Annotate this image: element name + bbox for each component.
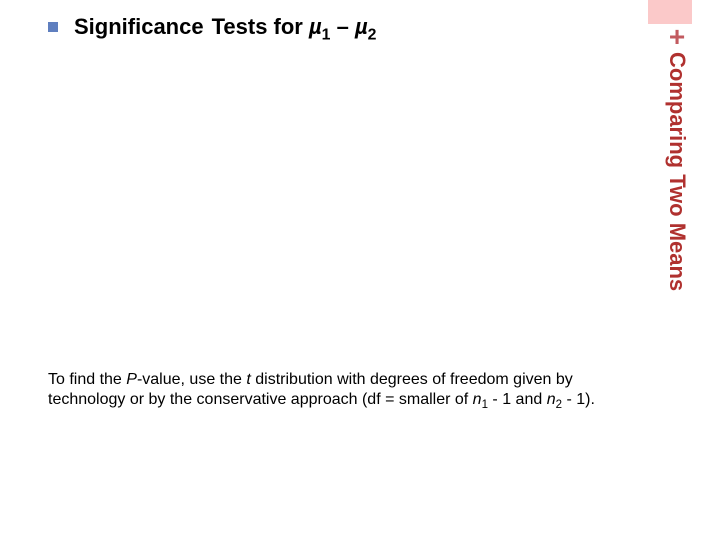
section-side-label-text: Comparing Two Means [664, 52, 690, 291]
body-p: P [126, 371, 137, 388]
plus-glyph: + [669, 23, 685, 51]
body-t5: - 1). [562, 391, 595, 408]
section-side-label: Comparing Two Means [662, 52, 692, 322]
heading-dash: – [330, 14, 354, 39]
heading-word-significance: Significance [74, 14, 204, 40]
body-t1: To find the [48, 371, 126, 388]
heading-sub2: 2 [368, 26, 377, 43]
plus-icon: + [662, 22, 692, 52]
heading-rest: Tests for µ1 – µ2 [212, 14, 377, 40]
body-n1: n [473, 391, 482, 408]
square-bullet-icon [48, 22, 58, 32]
heading-rest-prefix: Tests for [212, 14, 309, 39]
body-n2: n [547, 391, 556, 408]
heading-mu2: µ [355, 14, 368, 39]
slide-heading: Significance Tests for µ1 – µ2 [48, 14, 376, 40]
body-t2: -value, use the [137, 371, 246, 388]
body-t4: - 1 and [488, 391, 547, 408]
body-paragraph: To find the P-value, use the t distribut… [48, 370, 638, 411]
heading-mu1: µ [309, 14, 322, 39]
